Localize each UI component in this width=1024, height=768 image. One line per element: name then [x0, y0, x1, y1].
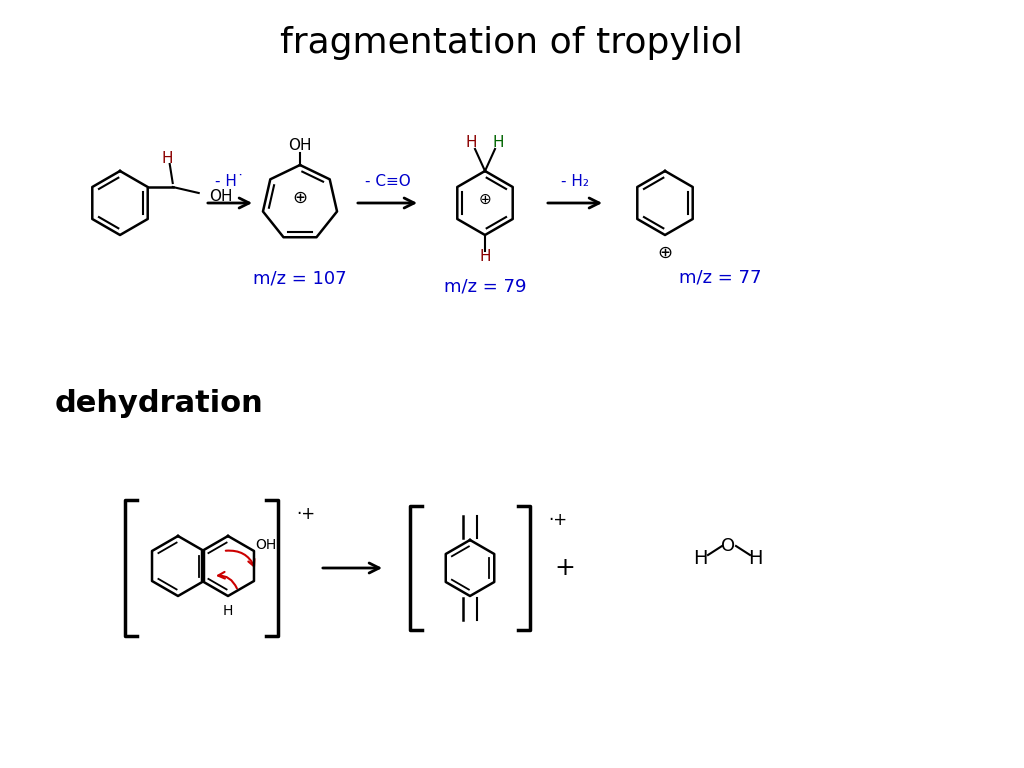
Text: OH: OH [209, 190, 232, 204]
Text: H: H [162, 151, 173, 167]
FancyArrowPatch shape [225, 551, 254, 566]
Text: m/z = 107: m/z = 107 [253, 270, 347, 288]
Text: H: H [479, 250, 490, 264]
Text: - C≡O: - C≡O [366, 174, 411, 188]
Text: +: + [555, 556, 575, 580]
Text: m/z = 77: m/z = 77 [679, 268, 761, 286]
Text: H: H [748, 548, 762, 568]
Text: ⊕: ⊕ [293, 189, 307, 207]
Text: H: H [693, 548, 708, 568]
Text: H: H [465, 135, 477, 151]
Text: - H˙: - H˙ [215, 174, 245, 188]
Text: m/z = 79: m/z = 79 [443, 278, 526, 296]
Text: ⊕: ⊕ [657, 244, 673, 262]
Text: ·+: ·+ [296, 505, 315, 523]
Text: - H₂: - H₂ [561, 174, 589, 188]
Text: ⊕: ⊕ [478, 191, 492, 207]
Text: fragmentation of tropyliol: fragmentation of tropyliol [280, 26, 742, 60]
FancyArrowPatch shape [218, 572, 237, 588]
Text: OH: OH [255, 538, 276, 552]
Text: O: O [721, 537, 735, 555]
Text: H: H [223, 604, 233, 618]
Text: H: H [493, 135, 504, 151]
Text: OH: OH [288, 137, 311, 153]
Text: ·+: ·+ [548, 511, 567, 529]
Text: dehydration: dehydration [55, 389, 264, 418]
